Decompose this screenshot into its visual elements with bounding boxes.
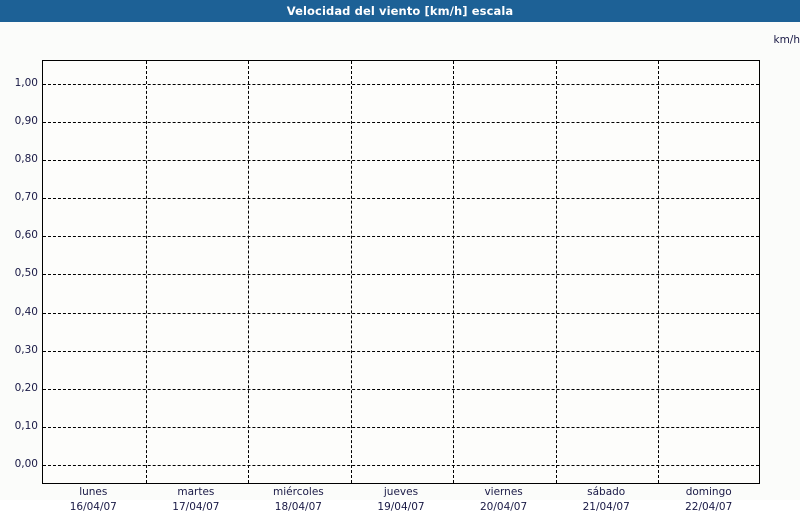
gridline-horizontal — [43, 389, 759, 390]
y-axis-tick-labels: 1,00 0,90 0,80 0,70 0,60 0,50 0,40 0,30 … — [0, 60, 38, 484]
y-tick-label: 0,90 — [14, 115, 38, 127]
x-tick-date: 17/04/07 — [172, 501, 220, 513]
x-tick-day: viernes — [484, 486, 523, 498]
page-title: Velocidad del viento [km/h] escala — [286, 4, 514, 18]
x-tick-label: lunes 16/04/07 — [42, 485, 145, 515]
x-tick-day: miércoles — [273, 486, 324, 498]
gridline-horizontal — [43, 236, 759, 237]
y-axis-unit-label: km/h — [773, 34, 800, 46]
plot-area — [42, 60, 760, 484]
y-tick-label: 0,50 — [14, 267, 38, 279]
x-tick-date: 20/04/07 — [480, 501, 528, 513]
gridline-horizontal — [43, 427, 759, 428]
gridline-horizontal — [43, 160, 759, 161]
gridline-horizontal — [43, 198, 759, 199]
window-title-bar: Velocidad del viento [km/h] escala — [0, 0, 800, 22]
gridline-horizontal — [43, 84, 759, 85]
x-tick-label: miércoles 18/04/07 — [247, 485, 350, 515]
x-tick-date: 22/04/07 — [685, 501, 733, 513]
x-tick-date: 18/04/07 — [274, 501, 322, 513]
gridline-vertical — [248, 61, 250, 483]
gridline-horizontal — [43, 122, 759, 123]
chart-canvas: km/h 1,00 0,90 0,80 0,70 0,60 0,50 0,40 … — [0, 22, 800, 513]
y-tick-label: 0,10 — [14, 420, 38, 432]
x-tick-day: domingo — [685, 486, 732, 498]
y-tick-label: 0,40 — [14, 306, 38, 318]
data-series-layer — [43, 61, 759, 483]
gridline-vertical — [453, 61, 455, 483]
x-tick-label: sábado 21/04/07 — [555, 485, 658, 515]
x-tick-label: jueves 19/04/07 — [350, 485, 453, 515]
gridline-vertical — [555, 61, 557, 483]
x-tick-day: jueves — [383, 486, 419, 498]
gridline-vertical — [145, 61, 147, 483]
y-tick-label: 1,00 — [14, 77, 38, 89]
gridline-vertical — [350, 61, 352, 483]
gridline-vertical — [658, 61, 660, 483]
x-tick-label: martes 17/04/07 — [145, 485, 248, 515]
gridline-horizontal — [43, 351, 759, 352]
x-tick-label: viernes 20/04/07 — [452, 485, 555, 515]
gridline-horizontal — [43, 313, 759, 314]
gridline-horizontal — [43, 465, 759, 466]
x-tick-date: 21/04/07 — [582, 501, 630, 513]
y-tick-label: 0,60 — [14, 229, 38, 241]
y-tick-label: 0,00 — [14, 458, 38, 470]
y-tick-label: 0,20 — [14, 382, 38, 394]
y-tick-label: 0,80 — [14, 153, 38, 165]
y-tick-label: 0,30 — [14, 344, 38, 356]
x-tick-date: 19/04/07 — [377, 501, 425, 513]
x-tick-label: domingo 22/04/07 — [657, 485, 760, 515]
x-tick-day: martes — [177, 486, 215, 498]
y-tick-label: 0,70 — [14, 191, 38, 203]
x-tick-day: sábado — [587, 486, 626, 498]
x-tick-date: 16/04/07 — [69, 501, 117, 513]
gridline-horizontal — [43, 274, 759, 275]
x-axis-tick-labels: lunes 16/04/07 martes 17/04/07 miércoles… — [42, 485, 760, 519]
x-tick-day: lunes — [79, 486, 108, 498]
